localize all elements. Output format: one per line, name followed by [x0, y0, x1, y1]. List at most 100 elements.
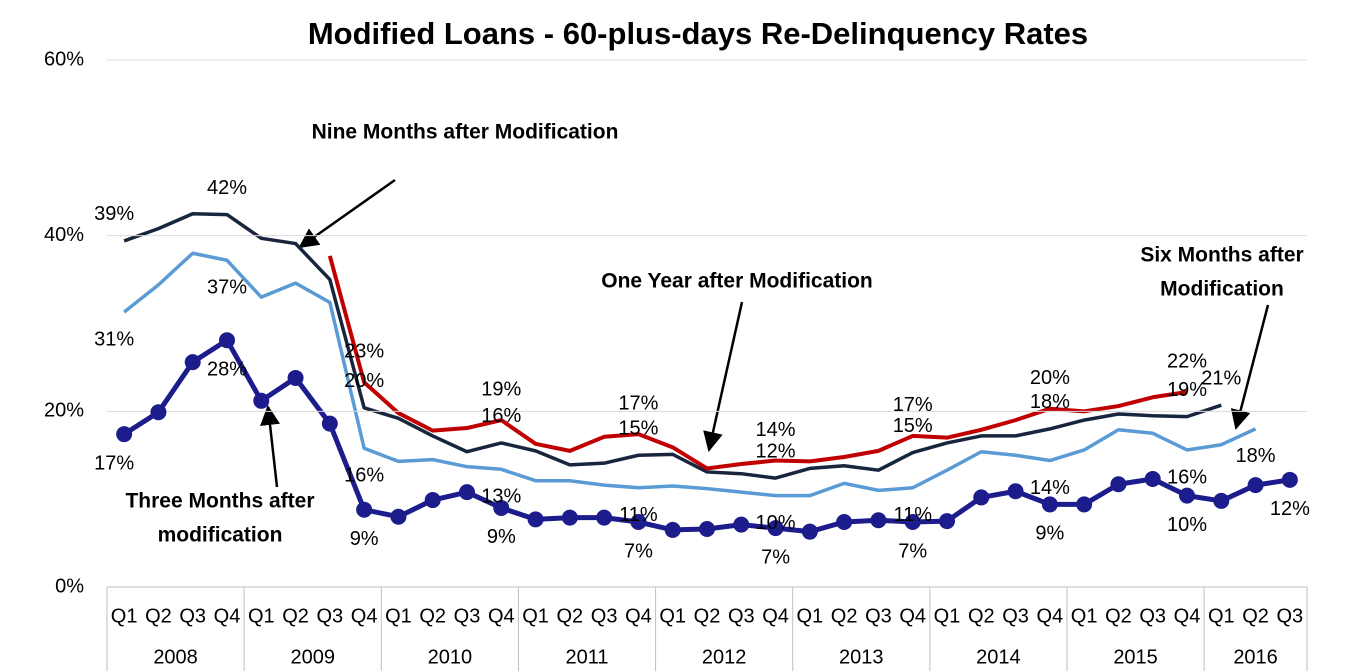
year-label: 2015 [1113, 646, 1158, 668]
x-tick-label: Q4 [214, 605, 241, 627]
data-label: 19% [481, 378, 521, 400]
data-label: 12% [756, 440, 796, 462]
x-tick-label: Q2 [282, 605, 309, 627]
point [939, 513, 955, 530]
x-tick-label: Q1 [248, 605, 275, 627]
data-label: 7% [624, 540, 653, 562]
data-label: 10% [756, 512, 796, 534]
y-tick-label: 60% [44, 48, 84, 70]
x-tick-label: Q4 [488, 605, 515, 627]
point [973, 489, 990, 506]
x-tick-label: Q4 [625, 605, 652, 627]
point [1144, 470, 1161, 487]
y-tick-label: 20% [44, 400, 84, 422]
point [116, 426, 133, 443]
x-tick-label: Q2 [1105, 605, 1132, 627]
x-tick-label: Q4 [899, 605, 926, 627]
point [1110, 476, 1127, 493]
data-label: 23% [344, 341, 384, 363]
y-tick-label: 40% [44, 224, 84, 246]
annotation: Three Months after [125, 490, 314, 513]
x-tick-label: Q3 [1139, 605, 1166, 627]
point [1076, 496, 1093, 513]
x-tick-label: Q1 [111, 605, 138, 627]
point [801, 523, 818, 540]
year-label: 2012 [702, 646, 747, 668]
year-label: 2010 [428, 646, 473, 668]
arrow [298, 178, 396, 249]
year-label: 2016 [1233, 646, 1278, 668]
series-line [327, 255, 1188, 471]
x-tick-label: Q3 [1277, 605, 1304, 627]
point [1213, 492, 1230, 509]
x-tick-label: Q1 [659, 605, 686, 627]
x-tick-label: Q1 [1071, 605, 1098, 627]
year-label: 2011 [565, 646, 608, 668]
x-tick-label: Q2 [694, 605, 721, 627]
year-label: 2013 [839, 646, 884, 668]
point [664, 521, 681, 538]
x-tick-label: Q2 [557, 605, 584, 627]
data-label: 22% [1167, 350, 1207, 372]
x-tick-label: Q3 [865, 605, 892, 627]
point [219, 332, 235, 349]
data-label: 9% [350, 528, 379, 550]
x-tick-label: Q3 [1002, 605, 1029, 627]
year-label: 2008 [153, 646, 198, 668]
x-tick-label: Q3 [728, 605, 755, 627]
x-tick-label: Q4 [762, 605, 789, 627]
data-label: 31% [94, 328, 134, 350]
annotation: One Year after Modification [601, 270, 873, 293]
data-label: 16% [1167, 466, 1207, 488]
point [253, 392, 270, 409]
chart-title: Modified Loans - 60-plus-days Re-Delinqu… [308, 16, 1088, 51]
x-tick-label: Q1 [1208, 605, 1235, 627]
x-tick-label: Q4 [351, 605, 378, 627]
data-label: 14% [1030, 477, 1070, 499]
point [459, 484, 475, 501]
x-tick-label: Q3 [454, 605, 481, 627]
annotation: modification [158, 524, 283, 547]
x-tick-label: Q4 [1174, 605, 1201, 627]
point [321, 415, 338, 432]
point [699, 521, 715, 538]
data-label: 39% [94, 203, 134, 225]
point [561, 509, 578, 526]
x-tick-label: Q3 [591, 605, 618, 627]
point [767, 520, 784, 537]
data-label: 9% [487, 526, 516, 548]
x-tick-label: Q3 [317, 605, 344, 627]
data-label: 7% [761, 546, 790, 568]
data-label: 37% [207, 277, 247, 299]
x-tick-label: Q4 [1037, 605, 1064, 627]
point [1041, 496, 1058, 513]
point [630, 514, 647, 531]
data-label: 9% [1035, 523, 1064, 545]
point [1281, 471, 1298, 488]
point [356, 501, 373, 518]
point [150, 404, 167, 421]
point [836, 514, 853, 531]
point [527, 511, 544, 528]
arrow [703, 301, 744, 452]
data-label: 16% [481, 405, 521, 427]
data-label: 20% [1030, 367, 1070, 389]
data-label: 16% [344, 465, 384, 487]
data-label: 28% [207, 358, 247, 380]
data-label: 15% [618, 418, 658, 440]
point [1247, 477, 1264, 494]
point [390, 508, 407, 525]
data-label: 15% [893, 415, 933, 437]
data-label: 42% [207, 177, 247, 199]
x-tick-label: Q1 [797, 605, 824, 627]
year-label: 2009 [290, 646, 335, 668]
point [287, 369, 304, 386]
data-label: 19% [1167, 379, 1207, 401]
data-label: 18% [1030, 391, 1070, 413]
data-label: 21% [1201, 367, 1241, 389]
x-tick-label: Q1 [385, 605, 412, 627]
data-label: 17% [618, 392, 658, 414]
y-tick-label: 0% [55, 575, 84, 597]
point [904, 514, 921, 531]
